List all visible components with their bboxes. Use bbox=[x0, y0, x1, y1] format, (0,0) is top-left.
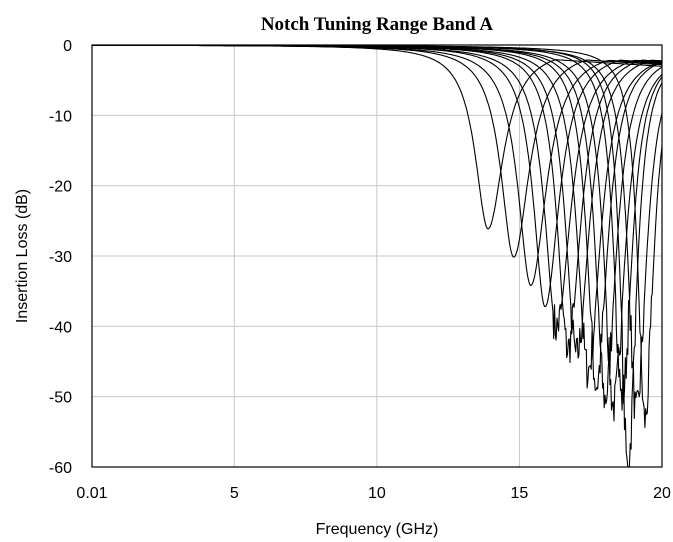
y-tick-label: -20 bbox=[49, 179, 72, 196]
y-axis-ticks: 0 -10 -20 -30 -40 -50 -60 bbox=[49, 38, 72, 477]
x-tick-label: 20 bbox=[653, 485, 671, 502]
y-axis-label: Insertion Loss (dB) bbox=[14, 189, 31, 323]
plot-frame bbox=[91, 44, 663, 468]
chart-title: Notch Tuning Range Band A bbox=[261, 14, 494, 35]
y-tick-label: -10 bbox=[49, 108, 72, 125]
x-tick-label: 5 bbox=[230, 485, 239, 502]
x-axis-ticks: 0.01 5 10 15 20 bbox=[76, 485, 671, 502]
grid-lines bbox=[92, 45, 662, 467]
x-tick-label: 0.01 bbox=[76, 485, 107, 502]
y-tick-label: -50 bbox=[49, 390, 72, 407]
x-axis-label: Frequency (GHz) bbox=[316, 521, 439, 538]
y-tick-label: -40 bbox=[49, 319, 72, 336]
y-tick-label: 0 bbox=[63, 38, 72, 55]
y-tick-label: -60 bbox=[49, 460, 72, 477]
x-tick-label: 15 bbox=[511, 485, 529, 502]
y-tick-label: -30 bbox=[49, 249, 72, 266]
x-tick-label: 10 bbox=[368, 485, 386, 502]
